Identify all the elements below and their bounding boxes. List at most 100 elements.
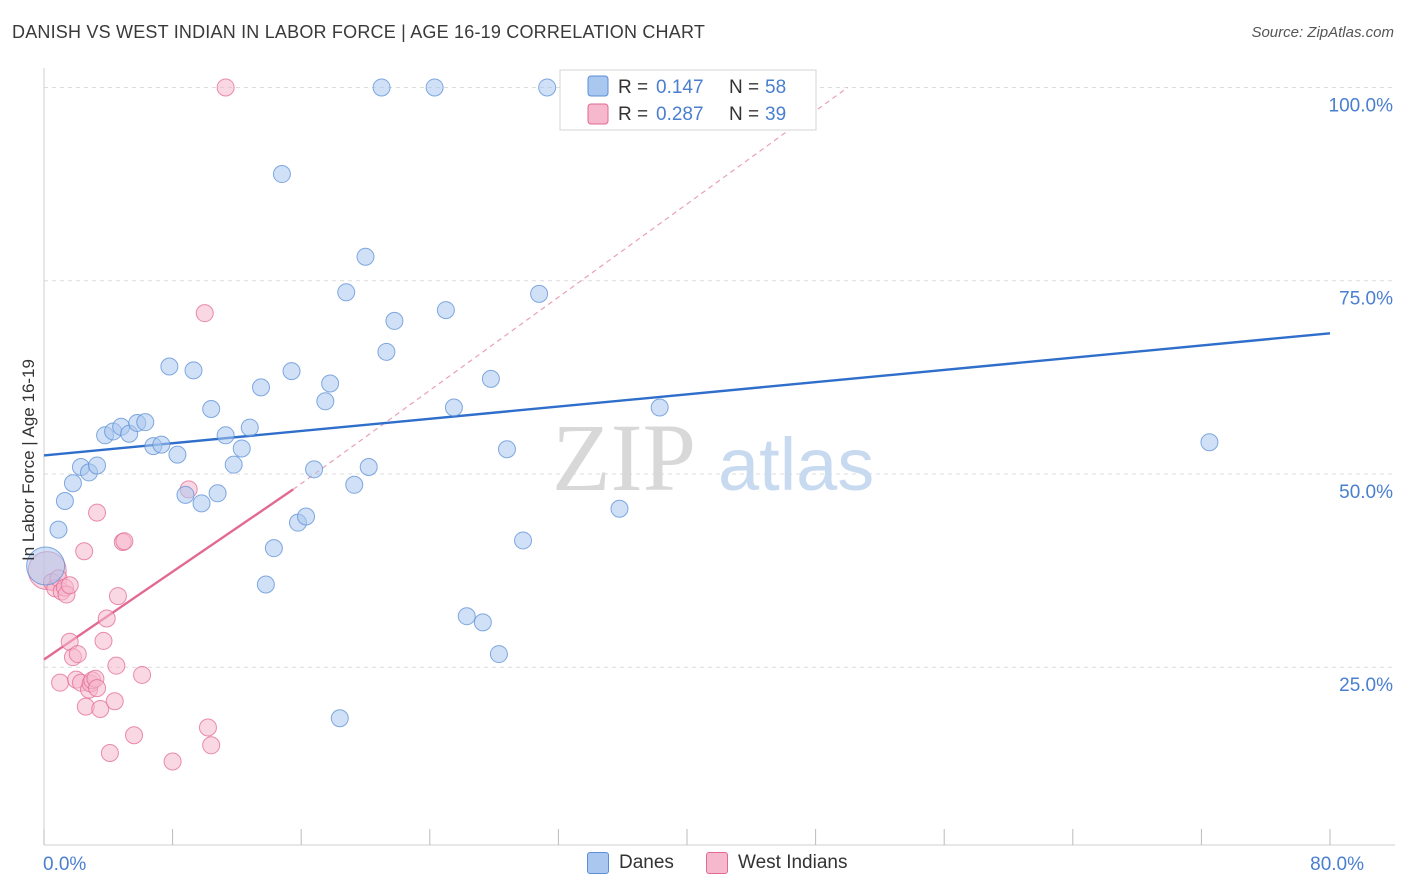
point-danes-45 [436,301,455,320]
y-axis-label: In Labor Force | Age 16-19 [19,359,38,561]
point-danes-42 [377,342,396,361]
trendline-west-indians [43,488,294,661]
point-danes-0 [26,546,66,586]
legend-swatch-icon-danes [587,852,609,874]
point-danes-2 [55,492,74,511]
point-danes-28 [264,539,283,558]
point-danes-37 [337,283,356,302]
point-danes-56 [650,398,669,417]
point-danes-54 [538,78,557,97]
source-label: Source: ZipAtlas.com [1251,24,1394,41]
x-tick-label-min: 0.0% [43,854,86,875]
legend-swatch-west-indians [587,103,609,125]
watermark: ZIP atlas [552,404,874,511]
point-danes-35 [321,374,340,393]
point-danes-20 [202,400,221,419]
legend-r-value-danes: 0.147 [656,77,704,98]
point-danes-40 [359,458,378,477]
point-danes-26 [252,378,271,397]
legend-box: R = 0.147 N = 58 R = 0.287 N = 39 [559,69,817,131]
point-danes-43 [385,311,404,330]
legend-n-value-west-indians: 39 [765,104,786,125]
legend-label-danes: Danes [619,852,674,873]
point-danes-57 [1200,433,1219,452]
legend-r-label-danes: R = [618,77,648,98]
legend-r-label-west-indians: R = [618,104,648,125]
point-danes-25 [240,418,259,437]
point-west-indians-38 [216,78,235,97]
point-danes-50 [489,645,508,664]
point-west-indians-7 [60,576,79,595]
point-west-indians-33 [163,752,182,771]
watermark-zip: ZIP [552,404,696,511]
trendlines [43,86,1331,661]
point-danes-27 [256,575,275,594]
legend-n-value-danes: 58 [765,77,786,98]
point-west-indians-24 [97,609,116,628]
legend-r-value-west-indians: 0.287 [656,104,704,125]
point-danes-33 [305,460,324,479]
point-danes-18 [184,361,203,380]
point-danes-24 [232,439,251,458]
point-danes-29 [272,165,291,184]
point-danes-30 [282,362,301,381]
point-danes-16 [168,445,187,464]
legend-item-danes[interactable]: Danes [587,852,674,874]
point-west-indians-26 [105,692,124,711]
point-danes-15 [160,357,179,376]
point-danes-34 [316,392,335,411]
point-danes-49 [481,369,500,388]
legend-label-west-indians: West Indians [738,852,848,873]
point-danes-32 [297,507,316,526]
axes [43,68,1395,846]
point-danes-46 [444,398,463,417]
point-danes-6 [88,456,107,475]
point-danes-53 [530,284,549,303]
watermark-atlas: atlas [718,423,874,506]
point-danes-38 [345,475,364,494]
point-west-indians-21 [88,503,107,522]
point-danes-21 [208,484,227,503]
legend-swatch-icon-west-indians [706,852,728,874]
y-tick-labels: 100.0% 75.0% 50.0% 25.0% [1329,95,1394,696]
point-west-indians-32 [133,665,152,684]
point-west-indians-8 [51,673,70,692]
point-west-indians-28 [108,587,127,606]
point-west-indians-20 [88,679,107,698]
trendline-west-indians-extension [292,86,849,490]
x-tick-label-max: 80.0% [1310,854,1364,875]
point-west-indians-25 [100,744,119,763]
legend-n-label-west-indians: N = [729,104,759,125]
point-danes-23 [224,455,243,474]
point-danes-19 [192,494,211,513]
y-tick-label-1: 75.0% [1339,289,1393,310]
point-danes-12 [136,413,155,432]
legend-swatch-danes [587,75,609,97]
point-west-indians-12 [68,645,87,664]
legend-n-label-danes: N = [729,77,759,98]
point-danes-47 [457,607,476,626]
legend-item-west-indians[interactable]: West Indians [706,852,847,874]
point-west-indians-31 [125,726,144,745]
data-points [26,78,1219,771]
point-west-indians-27 [107,656,126,675]
point-west-indians-30 [115,532,134,551]
point-west-indians-23 [94,631,113,650]
point-danes-22 [216,426,235,445]
point-danes-39 [356,247,375,266]
y-tick-label-3: 25.0% [1339,675,1393,696]
point-danes-48 [473,613,492,632]
grid-lines [44,86,1395,668]
point-danes-44 [425,78,444,97]
point-west-indians-22 [91,699,110,718]
point-danes-52 [514,531,533,550]
point-west-indians-37 [202,736,221,755]
point-danes-3 [63,474,82,493]
bottom-legend: Danes West Indians [0,850,1406,880]
y-tick-label-2: 50.0% [1339,482,1393,503]
y-tick-label-0: 100.0% [1329,95,1394,116]
chart-title: DANISH VS WEST INDIAN IN LABOR FORCE | A… [12,22,706,42]
point-danes-14 [152,435,171,454]
point-west-indians-35 [195,304,214,323]
